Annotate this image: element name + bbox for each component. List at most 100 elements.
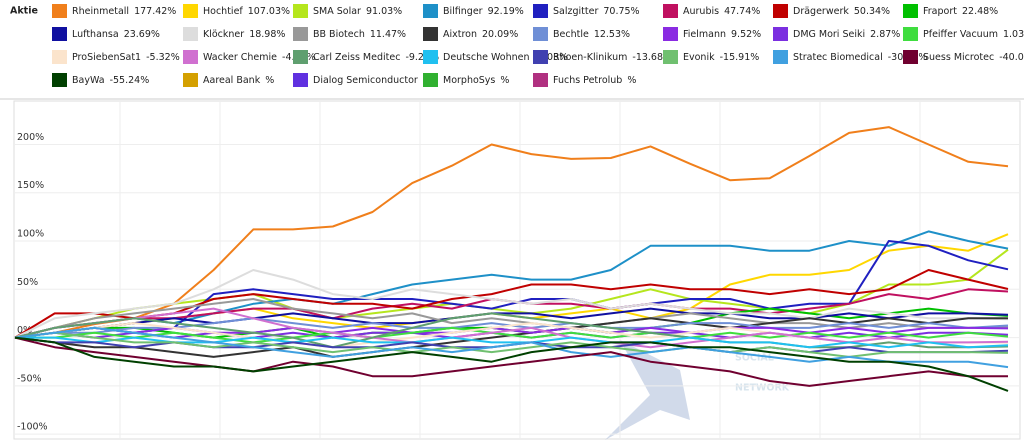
legend-swatch [52, 4, 67, 18]
legend-item: Aareal Bank% [183, 73, 274, 87]
legend-label: BB Biotech 11.47% [313, 29, 406, 40]
legend-label: Klöckner 18.98% [203, 29, 285, 40]
legend-name: Bechtle [553, 29, 589, 40]
legend-name: DMG Mori Seiki [793, 29, 865, 40]
legend-swatch [423, 27, 438, 41]
series-line [14, 307, 1009, 339]
legend-swatch [903, 4, 918, 18]
legend-label: Carl Zeiss Meditec -9.29% [313, 52, 439, 63]
legend-swatch [423, 73, 438, 87]
legend-swatch [423, 50, 438, 64]
legend-change: 50.34% [854, 6, 890, 17]
legend-change: 177.42% [134, 6, 176, 17]
series-line [14, 326, 1009, 369]
legend-item: ProSiebenSat1 -5.32% [52, 50, 180, 64]
legend-label: Pfeiffer Vacuum 1.03% [923, 29, 1024, 40]
watermark-text: SOCIAL [735, 353, 774, 364]
legend-item: Deutsche Wohnen -8.03% [423, 50, 568, 64]
legend-item: Pfeiffer Vacuum 1.03% [903, 27, 1024, 41]
legend-label: DMG Mori Seiki 2.87% [793, 29, 900, 40]
legend-name: Fuchs Petrolub [553, 75, 622, 86]
legend-change: -15.91% [720, 52, 760, 63]
series-line [14, 126, 1009, 339]
legend-label: Aixtron 20.09% [443, 29, 518, 40]
legend-item: Rheinmetall 177.42% [52, 4, 176, 18]
series-line [14, 298, 1009, 339]
legend-item: Bechtle 12.53% [533, 27, 630, 41]
legend-item: Evonik -15.91% [663, 50, 759, 64]
legend-item: Bilfinger 92.19% [423, 4, 524, 18]
legend-name: Aixtron [443, 29, 477, 40]
legend-swatch [773, 4, 788, 18]
legend-item: Drägerwerk 50.34% [773, 4, 890, 18]
legend-item: Carl Zeiss Meditec -9.29% [293, 50, 439, 64]
y-tick-label: 50% [17, 277, 38, 288]
legend-swatch [773, 27, 788, 41]
watermark: SOCIAL NETWORK [605, 340, 790, 440]
legend-label: Salzgitter 70.75% [553, 6, 640, 17]
legend-change: 91.03% [366, 6, 402, 17]
legend-change: -13.68% [632, 52, 672, 63]
legend-label: Hochtief 107.03% [203, 6, 290, 17]
legend-item: SMA Solar 91.03% [293, 4, 402, 18]
legend-name: Aareal Bank [203, 75, 261, 86]
legend-label: Lufthansa 23.69% [72, 29, 160, 40]
legend-swatch [663, 27, 678, 41]
legend-name: Stratec Biomedical [793, 52, 883, 63]
legend-item: Rhoen-Klinikum -13.68% [533, 50, 672, 64]
legend-change: 92.19% [488, 6, 524, 17]
legend-item: Fielmann 9.52% [663, 27, 761, 41]
legend-name: SMA Solar [313, 6, 361, 17]
legend-label: Dialog Semiconductor% [313, 75, 432, 86]
series-line [14, 331, 1009, 358]
legend-label: Fraport 22.48% [923, 6, 998, 17]
legend-change: -40.06% [999, 52, 1024, 63]
legend-name: Rhoen-Klinikum [553, 52, 627, 63]
legend-item: BayWa -55.24% [52, 73, 149, 87]
legend-change: 70.75% [603, 6, 639, 17]
legend-name: BB Biotech [313, 29, 365, 40]
watermark-star [605, 340, 690, 440]
legend-name: BayWa [72, 75, 105, 86]
legend-label: SMA Solar 91.03% [313, 6, 402, 17]
legend-label: Aareal Bank% [203, 75, 274, 86]
y-tick-label: 200% [17, 132, 44, 143]
legend-swatch [293, 27, 308, 41]
legend-item: Suess Microtec -40.06% [903, 50, 1024, 64]
legend-item: Dialog Semiconductor% [293, 73, 432, 87]
legend-item: Salzgitter 70.75% [533, 4, 640, 18]
legend-item: BB Biotech 11.47% [293, 27, 406, 41]
legend-name: ProSiebenSat1 [72, 52, 141, 63]
legend-change: 12.53% [594, 29, 630, 40]
legend-label: Drägerwerk 50.34% [793, 6, 890, 17]
legend-label: ProSiebenSat1 -5.32% [72, 52, 180, 63]
legend-name: Rheinmetall [72, 6, 129, 17]
legend-swatch [293, 4, 308, 18]
legend-name: Hochtief [203, 6, 243, 17]
legend-label: Suess Microtec -40.06% [923, 52, 1024, 63]
legend-item: Hochtief 107.03% [183, 4, 290, 18]
legend-swatch [663, 4, 678, 18]
legend-name: MorphoSys [443, 75, 495, 86]
series-line [15, 326, 1009, 344]
legend-swatch [533, 50, 548, 64]
legend-change: % [627, 75, 636, 86]
y-tick-label: 100% [17, 229, 44, 240]
legend-name: Evonik [683, 52, 715, 63]
legend-name: Suess Microtec [923, 52, 994, 63]
legend-change: 2.87% [870, 29, 900, 40]
legend-name: Klöckner [203, 29, 244, 40]
legend-name: Fielmann [683, 29, 726, 40]
legend-swatch [183, 27, 198, 41]
legend-swatch [293, 73, 308, 87]
legend-swatch [773, 50, 788, 64]
legend-item: Aurubis 47.74% [663, 4, 760, 18]
legend-title: Aktie [10, 6, 38, 17]
y-tick-label: -50% [17, 373, 42, 384]
legend-label: Rhoen-Klinikum -13.68% [553, 52, 672, 63]
legend-item: Fuchs Petrolub% [533, 73, 636, 87]
legend-change: 11.47% [370, 29, 406, 40]
legend-label: Bilfinger 92.19% [443, 6, 524, 17]
series-line [14, 269, 1009, 339]
legend-name: Fraport [923, 6, 957, 17]
